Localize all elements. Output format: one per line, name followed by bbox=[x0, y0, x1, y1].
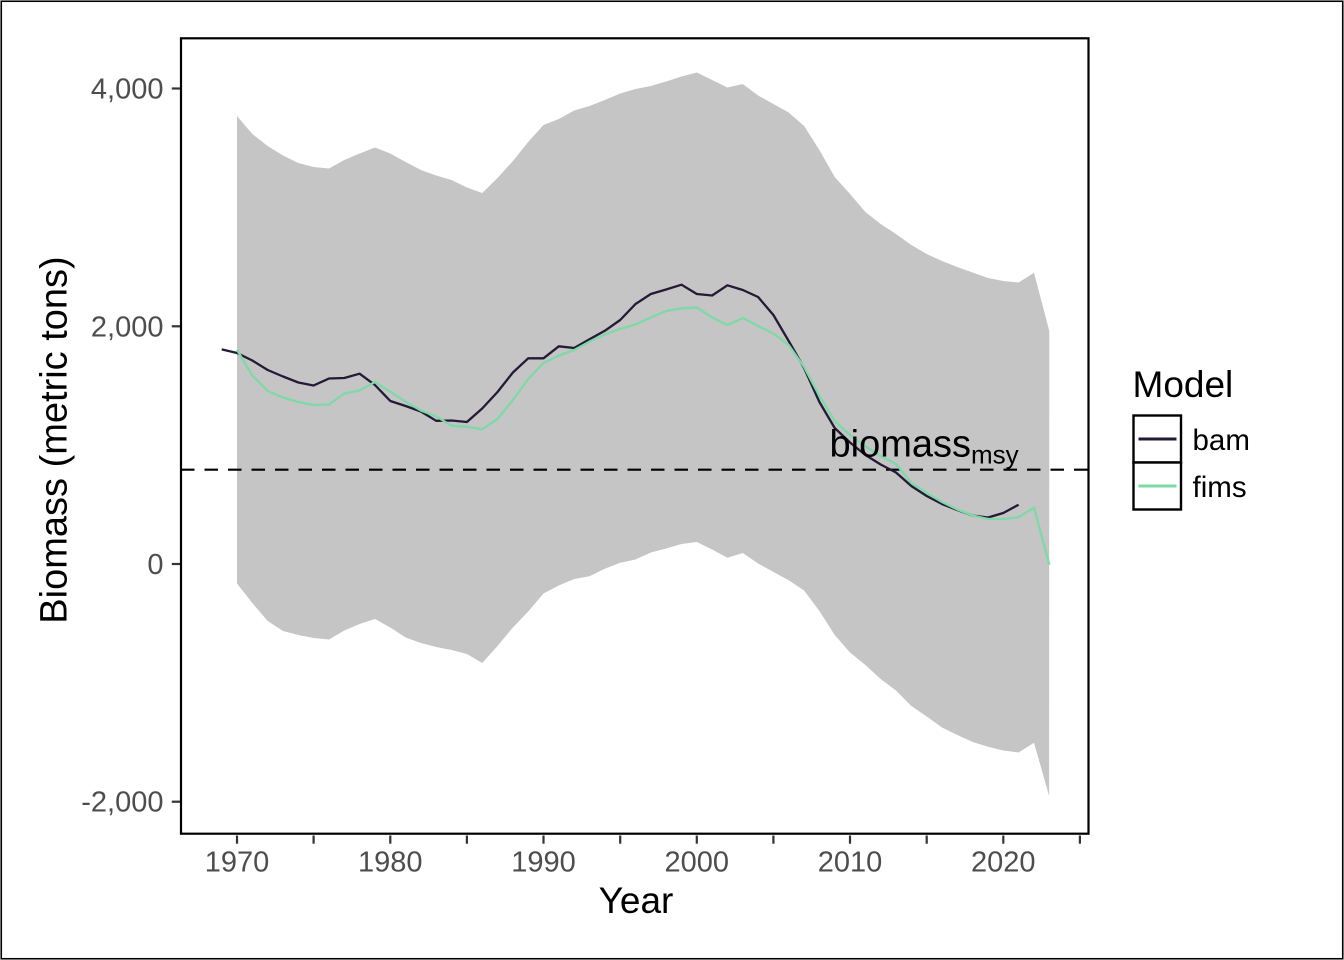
svg-text:4,000: 4,000 bbox=[91, 74, 164, 106]
svg-text:-2,000: -2,000 bbox=[81, 787, 163, 819]
svg-text:Biomass (metric tons): Biomass (metric tons) bbox=[34, 256, 76, 623]
svg-text:Model: Model bbox=[1133, 364, 1234, 405]
svg-text:0: 0 bbox=[147, 549, 163, 581]
svg-text:2000: 2000 bbox=[665, 847, 730, 879]
svg-text:1970: 1970 bbox=[205, 847, 270, 879]
svg-text:1990: 1990 bbox=[511, 847, 576, 879]
svg-text:1980: 1980 bbox=[358, 847, 423, 879]
svg-text:bam: bam bbox=[1193, 424, 1250, 457]
svg-text:Year: Year bbox=[599, 880, 674, 921]
svg-text:2010: 2010 bbox=[818, 847, 883, 879]
svg-text:2,000: 2,000 bbox=[91, 311, 164, 343]
svg-text:2020: 2020 bbox=[971, 847, 1036, 879]
svg-text:fims: fims bbox=[1193, 471, 1247, 504]
